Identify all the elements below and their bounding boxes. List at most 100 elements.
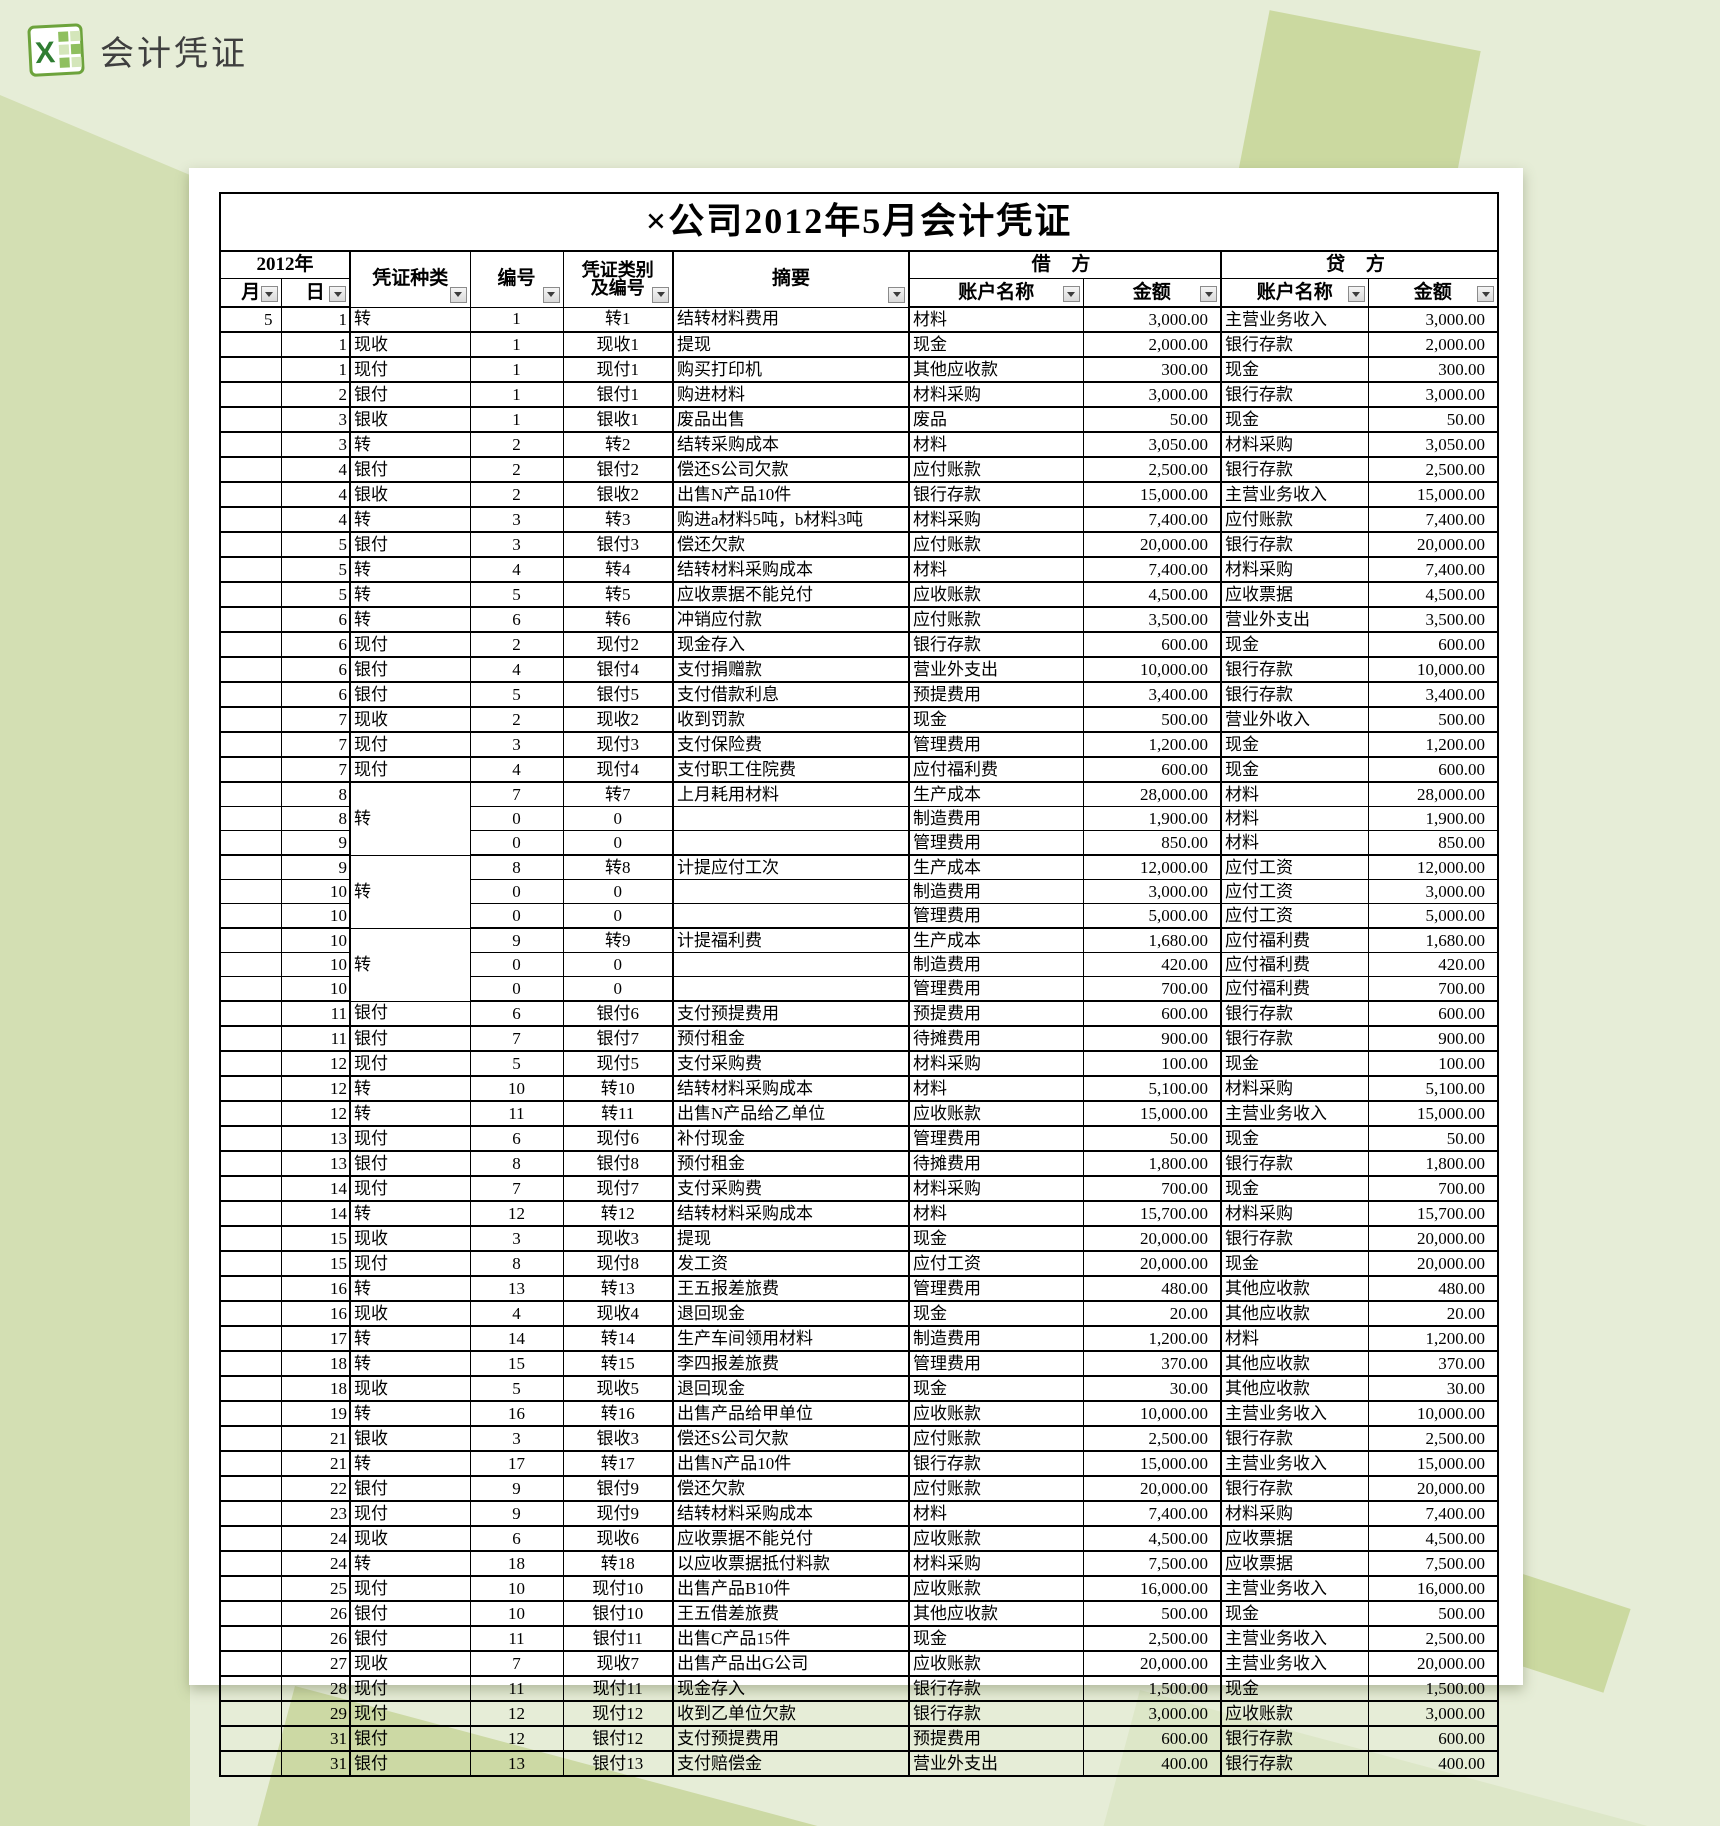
- cell-no[interactable]: 10: [469, 1075, 564, 1102]
- cell-no[interactable]: 10: [469, 1575, 564, 1602]
- cell-credit_account[interactable]: 银行存款: [1220, 456, 1369, 483]
- cell-debit_amount[interactable]: 15,000.00: [1082, 481, 1222, 508]
- cell-no[interactable]: 3: [469, 531, 564, 558]
- cell-month[interactable]: [219, 1150, 282, 1177]
- cell-debit_amount[interactable]: 3,050.00: [1082, 431, 1222, 458]
- cell-credit_account[interactable]: 应付工资: [1220, 903, 1369, 929]
- cell-credit_amount[interactable]: 7,500.00: [1367, 1550, 1499, 1577]
- cell-day[interactable]: 6: [280, 681, 351, 708]
- cell-month[interactable]: [219, 456, 282, 483]
- cell-credit_amount[interactable]: 420.00: [1367, 952, 1499, 977]
- cell-month[interactable]: [219, 606, 282, 633]
- cell-no[interactable]: 17: [469, 1450, 564, 1477]
- cell-debit_amount[interactable]: 20,000.00: [1082, 1250, 1222, 1277]
- cell-debit_amount[interactable]: 50.00: [1082, 406, 1222, 433]
- cell-cat[interactable]: 现收2: [562, 706, 674, 733]
- cell-credit_amount[interactable]: 15,700.00: [1367, 1200, 1499, 1227]
- cell-debit_account[interactable]: 预提费用: [908, 1725, 1084, 1752]
- cell-summary[interactable]: 以应收票据抵付料款: [672, 1550, 910, 1577]
- cell-credit_amount[interactable]: 3,050.00: [1367, 431, 1499, 458]
- cell-day[interactable]: 10: [280, 879, 351, 904]
- cell-debit_amount[interactable]: 2,000.00: [1082, 331, 1222, 358]
- cell-type[interactable]: 银付: [349, 1725, 471, 1752]
- cell-day[interactable]: 19: [280, 1400, 351, 1427]
- cell-credit_amount[interactable]: 12,000.00: [1367, 854, 1499, 880]
- cell-cat[interactable]: 现付2: [562, 631, 674, 658]
- cell-credit_account[interactable]: 现金: [1220, 1600, 1369, 1627]
- cell-credit_amount[interactable]: 15,000.00: [1367, 1450, 1499, 1477]
- cell-month[interactable]: [219, 903, 282, 929]
- cell-debit_amount[interactable]: 4,500.00: [1082, 581, 1222, 608]
- cell-summary[interactable]: 退回现金: [672, 1375, 910, 1402]
- cell-credit_account[interactable]: 营业外支出: [1220, 606, 1369, 633]
- cell-debit_amount[interactable]: 7,400.00: [1082, 506, 1222, 533]
- cell-cat[interactable]: 银收1: [562, 406, 674, 433]
- cell-credit_account[interactable]: 应付账款: [1220, 506, 1369, 533]
- cell-credit_amount[interactable]: 400.00: [1367, 1750, 1499, 1777]
- cell-type[interactable]: 转: [349, 506, 471, 533]
- cell-cat[interactable]: 转1: [562, 306, 674, 333]
- cell-debit_amount[interactable]: 15,000.00: [1082, 1450, 1222, 1477]
- cell-credit_amount[interactable]: 3,000.00: [1367, 306, 1499, 333]
- cell-cat[interactable]: 转3: [562, 506, 674, 533]
- cell-month[interactable]: [219, 879, 282, 904]
- cell-debit_account[interactable]: 材料: [908, 1500, 1084, 1527]
- cell-no[interactable]: 0: [469, 903, 564, 929]
- cell-no[interactable]: 11: [469, 1675, 564, 1702]
- cell-credit_amount[interactable]: 2,500.00: [1367, 1425, 1499, 1452]
- cell-credit_account[interactable]: 现金: [1220, 1250, 1369, 1277]
- cell-cat[interactable]: 银付11: [562, 1625, 674, 1652]
- cell-month[interactable]: [219, 531, 282, 558]
- cell-debit_amount[interactable]: 20,000.00: [1082, 1650, 1222, 1677]
- cell-day[interactable]: 12: [280, 1050, 351, 1077]
- cell-credit_account[interactable]: 现金: [1220, 406, 1369, 433]
- cell-day[interactable]: 22: [280, 1475, 351, 1502]
- cell-credit_amount[interactable]: 700.00: [1367, 1175, 1499, 1202]
- cell-cat[interactable]: 转4: [562, 556, 674, 583]
- cell-credit_amount[interactable]: 1,500.00: [1367, 1675, 1499, 1702]
- cell-type[interactable]: 银付: [349, 681, 471, 708]
- cell-month[interactable]: [219, 1400, 282, 1427]
- cell-debit_account[interactable]: 应付账款: [908, 1425, 1084, 1452]
- cell-debit_amount[interactable]: 600.00: [1082, 631, 1222, 658]
- cell-type[interactable]: 转: [349, 1100, 471, 1127]
- cell-summary[interactable]: 偿还S公司欠款: [672, 1425, 910, 1452]
- cell-no[interactable]: 9: [469, 1500, 564, 1527]
- cell-summary[interactable]: 王五借差旅费: [672, 1600, 910, 1627]
- cell-month[interactable]: [219, 631, 282, 658]
- cell-credit_amount[interactable]: 4,500.00: [1367, 581, 1499, 608]
- cell-month[interactable]: [219, 1075, 282, 1102]
- cell-credit_amount[interactable]: 7,400.00: [1367, 1500, 1499, 1527]
- cell-debit_amount[interactable]: 20,000.00: [1082, 531, 1222, 558]
- cell-cat[interactable]: 银付12: [562, 1725, 674, 1752]
- cell-cat[interactable]: 现收3: [562, 1225, 674, 1252]
- cell-day[interactable]: 13: [280, 1150, 351, 1177]
- cell-cat[interactable]: 转14: [562, 1325, 674, 1352]
- cell-credit_account[interactable]: 银行存款: [1220, 1750, 1369, 1777]
- cell-cat[interactable]: 现付12: [562, 1700, 674, 1727]
- cell-debit_account[interactable]: 应付账款: [908, 606, 1084, 633]
- cell-summary[interactable]: 预付租金: [672, 1025, 910, 1052]
- cell-day[interactable]: 7: [280, 756, 351, 783]
- cell-day[interactable]: 24: [280, 1525, 351, 1552]
- cell-credit_amount[interactable]: 500.00: [1367, 706, 1499, 733]
- cell-cat[interactable]: 现付1: [562, 356, 674, 383]
- cell-summary[interactable]: 生产车间领用材料: [672, 1325, 910, 1352]
- cell-day[interactable]: 18: [280, 1350, 351, 1377]
- cell-no[interactable]: 3: [469, 731, 564, 758]
- cell-debit_account[interactable]: 管理费用: [908, 1275, 1084, 1302]
- cell-month[interactable]: [219, 1325, 282, 1352]
- cell-month[interactable]: [219, 1575, 282, 1602]
- cell-debit_account[interactable]: 现金: [908, 1625, 1084, 1652]
- cell-month[interactable]: [219, 1125, 282, 1152]
- cell-month[interactable]: [219, 506, 282, 533]
- cell-debit_amount[interactable]: 3,000.00: [1082, 1700, 1222, 1727]
- cell-day[interactable]: 13: [280, 1125, 351, 1152]
- cell-type[interactable]: 转: [349, 431, 471, 458]
- cell-type[interactable]: 现付: [349, 1125, 471, 1152]
- cell-month[interactable]: [219, 1200, 282, 1227]
- filter-dropdown-icon[interactable]: [449, 286, 467, 303]
- cell-type[interactable]: 现收: [349, 1525, 471, 1552]
- cell-day[interactable]: 16: [280, 1275, 351, 1302]
- cell-credit_amount[interactable]: 16,000.00: [1367, 1575, 1499, 1602]
